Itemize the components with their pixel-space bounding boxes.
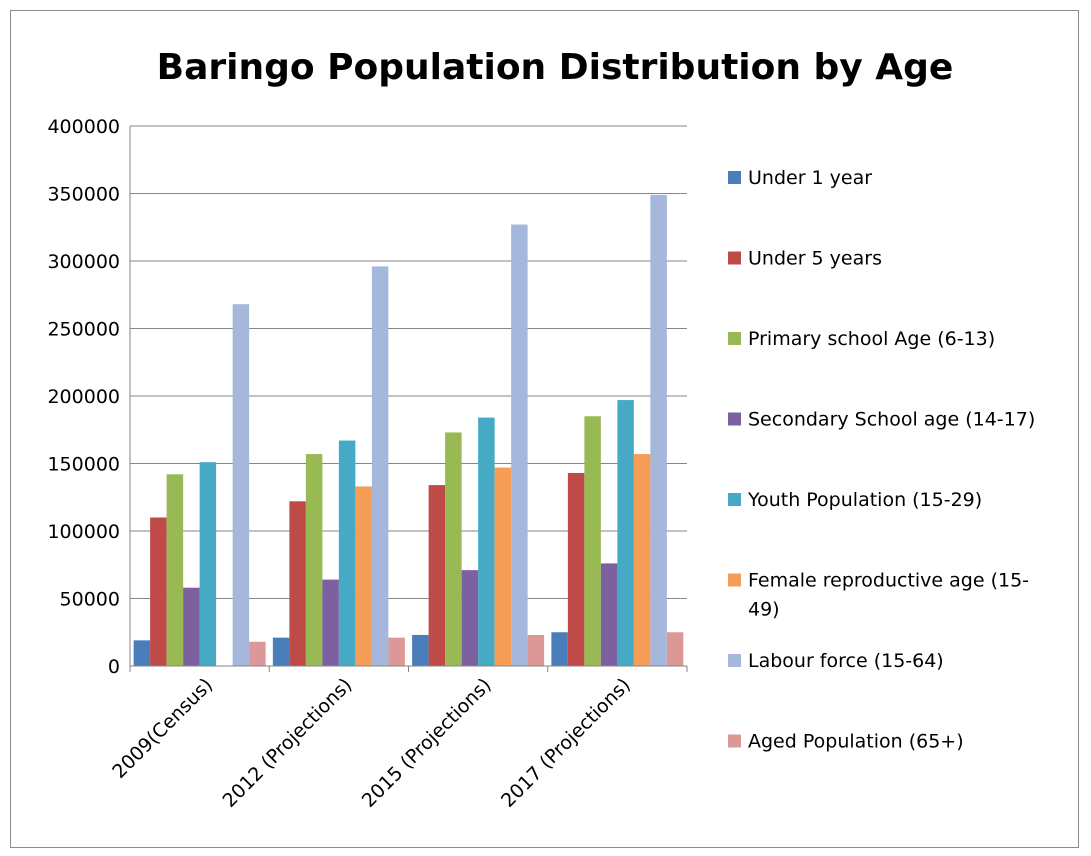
bar: [527, 634, 545, 666]
bar: [551, 632, 568, 666]
bar: [600, 563, 618, 666]
y-tick-label: 0: [108, 656, 120, 678]
bar: [445, 432, 462, 666]
legend-swatch: [728, 171, 741, 184]
axes: [129, 126, 688, 672]
chart-canvas: Baringo Population Distribution by Age 0…: [47, 47, 1035, 812]
legend-label: Secondary School age (14-17): [748, 409, 1035, 431]
legend-swatch: [728, 251, 741, 265]
gridlines: [130, 125, 687, 667]
bar: [305, 454, 323, 666]
legend-label: Female reproductive age (15-: [748, 570, 1029, 592]
bar: [249, 641, 266, 666]
y-tick-label: 350000: [47, 184, 120, 206]
bar: [322, 579, 339, 666]
y-tick-label: 200000: [47, 386, 120, 408]
bar: [412, 634, 429, 666]
bar: [511, 224, 528, 667]
chart-title: Baringo Population Distribution by Age: [157, 47, 954, 88]
x-tick-label: 2012 (Projections): [218, 674, 356, 812]
x-axis-tick-labels: 2009(Census) 2012 (Projections) 2015 (Proj…: [108, 674, 635, 812]
bar: [166, 474, 184, 666]
bars: [133, 194, 684, 667]
bar: [150, 517, 167, 666]
bar: [567, 472, 585, 666]
bar: [494, 467, 512, 666]
x-tick-label: 2009(Census): [108, 674, 217, 783]
bar: [388, 637, 405, 666]
y-tick-label: 400000: [47, 116, 120, 138]
bar: [584, 416, 601, 666]
legend-label: Labour force (15-64): [748, 650, 944, 672]
legend-swatch: [728, 332, 741, 345]
bar: [650, 194, 667, 666]
bar: [355, 486, 372, 666]
legend-label: Aged Population (65+): [748, 731, 964, 753]
legend-label: Under 5 years: [748, 248, 882, 270]
legend-label: Under 1 year: [748, 167, 872, 189]
y-tick-label: 50000: [60, 589, 120, 611]
legend-swatch: [728, 734, 741, 748]
y-tick-label: 150000: [47, 454, 120, 476]
bar: [289, 501, 306, 666]
legend-label: Primary school Age (6-13): [748, 328, 995, 350]
bar: [633, 454, 651, 666]
legend-label: Youth Population (15-29): [747, 489, 982, 511]
y-tick-label: 100000: [47, 521, 120, 543]
y-axis-tick-labels: 0 50000 100000 150000 200000 250000 300000 3500…: [47, 116, 120, 678]
legend-label: 49): [748, 599, 780, 621]
legend-swatch: [728, 412, 741, 426]
bar: [183, 587, 200, 666]
legend-swatch: [728, 654, 741, 667]
bar: [428, 485, 446, 666]
x-tick-label: 2015 (Projections): [358, 674, 496, 812]
legend-swatch: [728, 493, 741, 506]
bar: [199, 462, 217, 666]
bar: [478, 417, 495, 666]
bar: [232, 304, 250, 666]
y-tick-label: 250000: [47, 319, 120, 341]
bar: [272, 637, 290, 666]
bar: [133, 640, 151, 666]
y-tick-label: 300000: [47, 251, 120, 273]
bar: [666, 632, 684, 666]
bar: [338, 440, 356, 666]
legend-swatch: [728, 573, 741, 587]
chart-frame: Baringo Population Distribution by Age 0…: [10, 10, 1079, 848]
bar: [461, 570, 479, 666]
legend: Under 1 year Under 5 years Primary school …: [728, 167, 1035, 753]
bar: [617, 400, 634, 666]
bar: [371, 266, 389, 666]
x-tick-label: 2017 (Projections): [497, 674, 635, 812]
